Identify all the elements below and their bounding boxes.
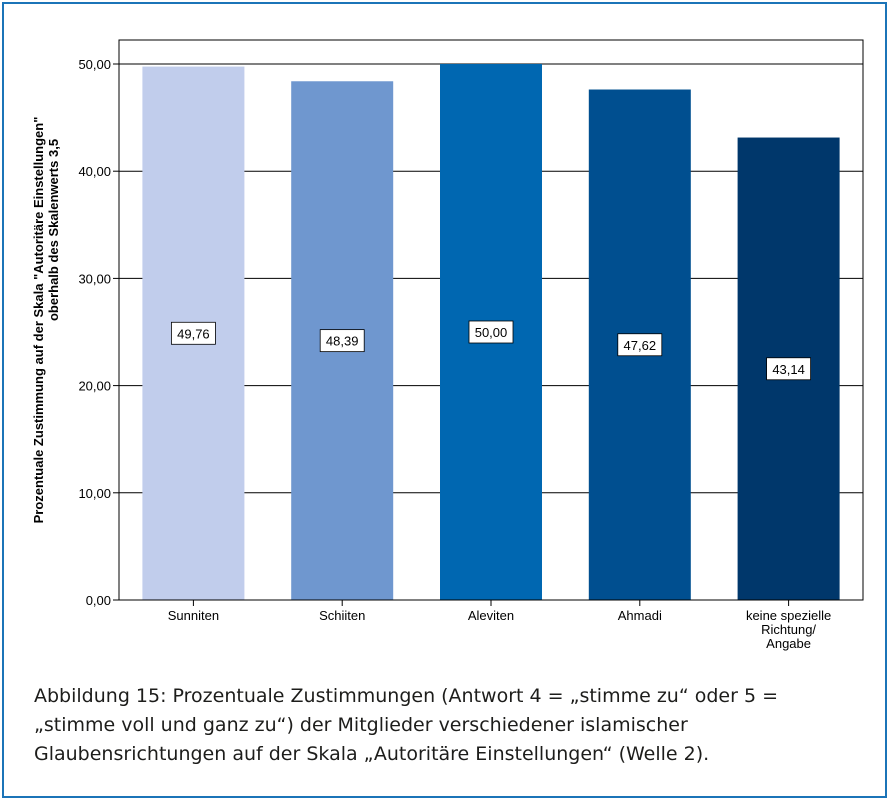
x-category-label: Schiiten — [319, 608, 365, 623]
y-tick-label: 40,00 — [78, 164, 111, 179]
data-label-box — [319, 329, 365, 353]
data-label-box — [617, 333, 663, 357]
data-label-box — [468, 320, 514, 344]
data-label-box — [170, 321, 216, 345]
data-label: 50,00 — [475, 325, 508, 340]
data-labels: 49,76 48,39 50,00 47,62 43,14 — [170, 320, 811, 381]
data-label: 48,39 — [326, 334, 359, 349]
x-axis-categories: Sunniten Schiiten Aleviten Ahmadi keine spez… — [168, 600, 831, 651]
figure-caption: Abbildung 15: Prozentuale Zustimmungen (… — [34, 685, 778, 765]
y-tick-label: 50,00 — [78, 57, 111, 72]
bar-chart: 49,76 48,39 50,00 47,62 43,14 0,00 10,00 20,00… — [31, 39, 864, 651]
x-category-label: Sunniten — [168, 608, 219, 623]
y-tick-label: 0,00 — [86, 593, 111, 608]
data-label-box — [766, 357, 811, 381]
bars — [142, 64, 840, 601]
data-label: 49,76 — [177, 326, 210, 341]
x-category-label: keine spezielle — [746, 608, 831, 623]
y-axis-ticks: 0,00 10,00 20,00 30,00 40,00 50,00 — [78, 57, 119, 608]
x-category-label: Aleviten — [468, 608, 514, 623]
data-label: 43,14 — [772, 362, 805, 377]
y-tick-label: 20,00 — [78, 379, 111, 394]
y-tick-label: 10,00 — [78, 486, 111, 501]
y-axis-label-line-1: Prozentuale Zustimmung auf der Skala "Au… — [31, 117, 46, 524]
x-category-label: Richtung/ — [761, 622, 816, 637]
y-tick-label: 30,00 — [78, 271, 111, 286]
data-label: 47,62 — [624, 338, 657, 353]
y-axis-label-line-2: oberhalb des Skalenwerts 3,5 — [46, 139, 61, 321]
x-category-label: Ahmadi — [618, 608, 662, 623]
x-category-label: Angabe — [766, 636, 811, 651]
